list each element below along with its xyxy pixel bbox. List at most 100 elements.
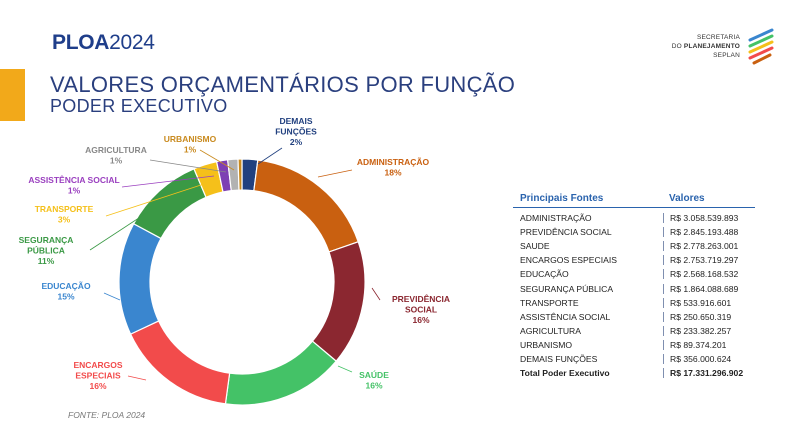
leader-line <box>257 147 283 165</box>
slice-label-percent: 16% <box>412 315 429 325</box>
donut-slice <box>253 159 360 253</box>
slice-label-name: ADMINISTRAÇÃO <box>357 157 430 167</box>
table-cell-valor: R$ 356.000.624 <box>663 353 755 364</box>
leader-line <box>103 292 121 301</box>
slice-label-percent: 1% <box>110 156 123 166</box>
table-cell-valor: R$ 3.058.539.893 <box>663 213 755 224</box>
slice-label-percent: 2% <box>290 137 303 147</box>
leader-line <box>337 365 353 373</box>
slice-label-percent: 1% <box>184 145 197 155</box>
logo-line2-b: PLANEJAMENTO <box>683 43 740 50</box>
slice-label: TRANSPORTE 3% <box>35 204 94 225</box>
leader-line <box>127 375 147 381</box>
table-row: TRANSPORTE R$ 533.916.601 <box>513 296 755 310</box>
table-total-row: Total Poder Executivo R$ 17.331.296.902 <box>513 366 755 380</box>
table-body: ADMINISTRAÇÃO R$ 3.058.539.893 PREVIDÊNCIA… <box>513 211 755 380</box>
table-cell-valor: R$ 17.331.296.902 <box>663 368 755 379</box>
table-cell-fonte: PREVIDÊNCIA SOCIAL <box>520 227 612 238</box>
slice-label-name: ASSISTÊNCIA SOCIAL <box>28 174 119 185</box>
leader-line <box>317 169 353 178</box>
logo-line1: SECRETARIA <box>696 34 740 41</box>
slice-label: ASSISTÊNCIA SOCIAL 1% <box>28 174 119 196</box>
table-cell-valor: R$ 2.568.168.532 <box>663 269 755 280</box>
slice-label-name: ESPECIAIS <box>75 371 121 381</box>
brand-year: 2024 <box>109 31 155 54</box>
table-row: PREVIDÊNCIA SOCIAL R$ 2.845.193.488 <box>513 225 755 239</box>
table-cell-fonte: AGRICULTURA <box>520 325 581 336</box>
brand-title: PLOA2024 <box>52 31 155 55</box>
slice-label-name: TRANSPORTE <box>35 204 94 214</box>
table-cell-fonte: ADMINISTRAÇÃO <box>520 213 592 224</box>
leader-line <box>371 287 381 301</box>
table-row: SEGURANÇA PÚBLICA R$ 1.864.088.689 <box>513 281 755 295</box>
table-cell-fonte: TRANSPORTE <box>520 297 579 308</box>
leader-line <box>199 149 235 171</box>
logo-line2-a: DO <box>671 43 684 50</box>
table-cell-fonte: ENCARGOS ESPECIAIS <box>520 255 617 266</box>
slice-label: ENCARGOS ESPECIAIS 16% <box>73 360 122 391</box>
donut-slice <box>237 158 243 191</box>
slice-label: PREVIDÊNCIA SOCIAL 16% <box>392 293 450 325</box>
slice-label: EDUCAÇÃO 15% <box>41 281 91 302</box>
page-subtitle: PODER EXECUTIVO <box>50 96 228 116</box>
table-cell-valor: R$ 233.382.257 <box>663 325 755 336</box>
table-cell-fonte: EDUCAÇÃO <box>520 269 569 280</box>
slice-label-name: DEMAIS <box>279 116 312 126</box>
leader-line <box>89 211 149 251</box>
slice-label-name: FUNÇÕES <box>275 127 317 137</box>
slice-label-name: AGRICULTURA <box>85 145 147 155</box>
table-header: Principais Fontes Valores <box>513 193 755 208</box>
table-cell-fonte: Total Poder Executivo <box>520 368 610 379</box>
slice-label: DEMAIS FUNÇÕES 2% <box>275 116 317 147</box>
brand-bold: PLOA <box>52 31 110 54</box>
table-cell-fonte: SAUDE <box>520 241 550 252</box>
logo-line3: SEPLAN <box>713 52 740 59</box>
table-row: ADMINISTRAÇÃO R$ 3.058.539.893 <box>513 211 755 225</box>
slice-label: URBANISMO 1% <box>164 134 217 155</box>
donut-slice <box>224 340 338 406</box>
slice-label-name: ENCARGOS <box>73 360 122 370</box>
leader-line <box>149 159 227 173</box>
donut-slice <box>118 222 162 335</box>
slice-label-name: EDUCAÇÃO <box>41 281 91 291</box>
slice-label: SAÚDE 16% <box>359 369 389 391</box>
table-row: SAUDE R$ 2.778.263.001 <box>513 239 755 253</box>
table-cell-valor: R$ 2.845.193.488 <box>663 227 755 238</box>
slice-label-name: PREVIDÊNCIA <box>392 293 450 304</box>
table-cell-valor: R$ 250.650.319 <box>663 311 755 322</box>
table-row: DEMAIS FUNÇÕES R$ 356.000.624 <box>513 352 755 366</box>
source-note: FONTE: PLOA 2024 <box>68 410 146 420</box>
logo-line2: DO PLANEJAMENTO <box>672 42 740 51</box>
slice-label-name: PÚBLICA <box>27 245 65 256</box>
table-header-fontes: Principais Fontes <box>520 193 604 204</box>
table-cell-fonte: DEMAIS FUNÇÕES <box>520 353 598 364</box>
slice-label: AGRICULTURA 1% <box>85 145 147 166</box>
table-cell-fonte: ASSISTÊNCIA SOCIAL <box>520 311 611 322</box>
table-row: ASSISTÊNCIA SOCIAL R$ 250.650.319 <box>513 310 755 324</box>
donut-slice <box>311 241 366 362</box>
slice-label: ADMINISTRAÇÃO 18% <box>357 157 430 178</box>
table-cell-valor: R$ 89.374.201 <box>663 339 755 350</box>
slice-label-name: SEGURANÇA <box>19 235 74 245</box>
table-cell-valor: R$ 1.864.088.689 <box>663 283 755 294</box>
page-title: VALORES ORÇAMENTÁRIOS POR FUNÇÃO <box>50 72 516 97</box>
seplan-logo-icon <box>748 28 774 65</box>
slice-label: SEGURANÇA PÚBLICA 11% <box>19 235 74 266</box>
slice-label-percent: 16% <box>365 381 382 391</box>
table-cell-valor: R$ 2.753.719.297 <box>663 255 755 266</box>
slice-label-percent: 3% <box>58 215 71 225</box>
table-cell-fonte: SEGURANÇA PÚBLICA <box>520 283 614 294</box>
donut-slice <box>129 320 231 405</box>
table-row: AGRICULTURA R$ 233.382.257 <box>513 324 755 338</box>
table-cell-fonte: URBANISMO <box>520 339 573 350</box>
table-cell-valor: R$ 533.916.601 <box>663 297 755 308</box>
slice-label-percent: 11% <box>38 256 55 266</box>
accent-bar <box>0 69 25 121</box>
slice-label-percent: 1% <box>68 186 81 196</box>
slice-label-name: SAÚDE <box>359 369 389 380</box>
table-row: URBANISMO R$ 89.374.201 <box>513 338 755 352</box>
table-cell-valor: R$ 2.778.263.001 <box>663 241 755 252</box>
slice-label-percent: 15% <box>57 292 74 302</box>
slice-label-percent: 16% <box>89 381 106 391</box>
